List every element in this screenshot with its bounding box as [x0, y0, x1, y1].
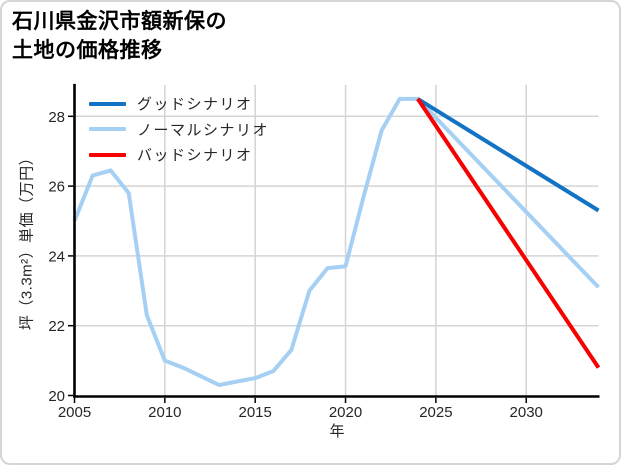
series-line-good: [416, 97, 600, 213]
series-line-normal: [72, 96, 600, 387]
x-axis-label: 年: [329, 423, 345, 440]
y-axis-label: 坪（3.3m²）単価（万円）: [18, 149, 36, 331]
x-tick-label: 2020: [329, 404, 362, 421]
legend-line-swatch-good: [89, 101, 126, 106]
x-tick-label: 2015: [239, 404, 272, 421]
legend-label-bad: バッドシナリオ: [137, 147, 253, 165]
legend-item-normal: ノーマルシナリオ: [89, 117, 269, 143]
legend-item-bad: バッドシナリオ: [89, 142, 269, 168]
x-tick-label: 2025: [419, 404, 452, 421]
legend-line-swatch-normal: [89, 127, 126, 132]
chart-legend: グッドシナリオ ノーマルシナリオ バッドシナリオ: [89, 91, 269, 168]
x-tick-label: 2005: [58, 404, 91, 421]
y-tick-label: 20: [48, 388, 65, 405]
y-tick-label: 22: [48, 318, 65, 335]
x-tick-label: 2010: [148, 404, 181, 421]
y-tick-label: 26: [48, 179, 65, 196]
series-line-bad: [416, 97, 601, 369]
x-tick-label: 2030: [510, 404, 543, 421]
y-tick-label: 28: [48, 109, 65, 126]
chart-title: 石川県金沢市額新保の 土地の価格推移: [12, 7, 227, 65]
chart-title-line1: 石川県金沢市額新保の: [12, 10, 227, 33]
legend-item-good: グッドシナリオ: [89, 91, 269, 117]
y-tick-label: 24: [48, 248, 65, 265]
legend-line-swatch-bad: [89, 152, 126, 157]
chart-title-line2: 土地の価格推移: [12, 39, 163, 62]
legend-label-normal: ノーマルシナリオ: [137, 121, 270, 139]
legend-label-good: グッドシナリオ: [137, 96, 253, 114]
